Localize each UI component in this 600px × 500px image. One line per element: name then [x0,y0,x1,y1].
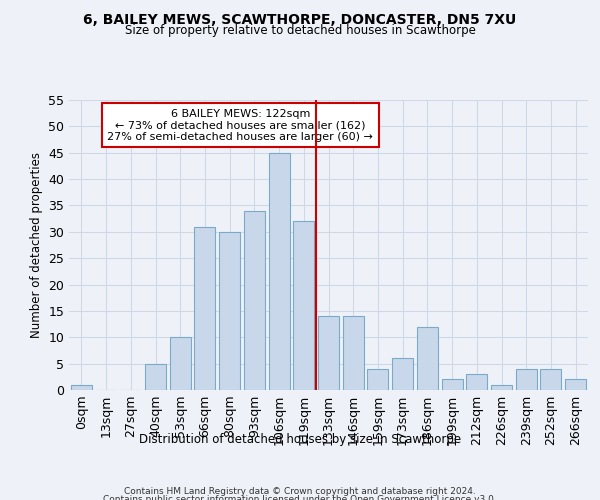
Bar [516,369,537,390]
Bar [442,380,463,390]
Bar [367,369,388,390]
Bar [145,364,166,390]
Bar [219,232,240,390]
Bar [565,380,586,390]
Bar [194,226,215,390]
Text: 6 BAILEY MEWS: 122sqm
← 73% of detached houses are smaller (162)
27% of semi-det: 6 BAILEY MEWS: 122sqm ← 73% of detached … [107,108,373,142]
Bar [293,222,314,390]
Bar [491,384,512,390]
Bar [392,358,413,390]
Text: 6, BAILEY MEWS, SCAWTHORPE, DONCASTER, DN5 7XU: 6, BAILEY MEWS, SCAWTHORPE, DONCASTER, D… [83,12,517,26]
Bar [244,210,265,390]
Bar [541,369,562,390]
Y-axis label: Number of detached properties: Number of detached properties [29,152,43,338]
Bar [318,316,339,390]
Bar [170,338,191,390]
Bar [417,326,438,390]
Bar [466,374,487,390]
Bar [71,384,92,390]
Text: Distribution of detached houses by size in Scawthorpe: Distribution of detached houses by size … [139,432,461,446]
Bar [343,316,364,390]
Bar [269,152,290,390]
Text: Contains HM Land Registry data © Crown copyright and database right 2024.: Contains HM Land Registry data © Crown c… [124,488,476,496]
Text: Size of property relative to detached houses in Scawthorpe: Size of property relative to detached ho… [125,24,475,37]
Text: Contains public sector information licensed under the Open Government Licence v3: Contains public sector information licen… [103,495,497,500]
